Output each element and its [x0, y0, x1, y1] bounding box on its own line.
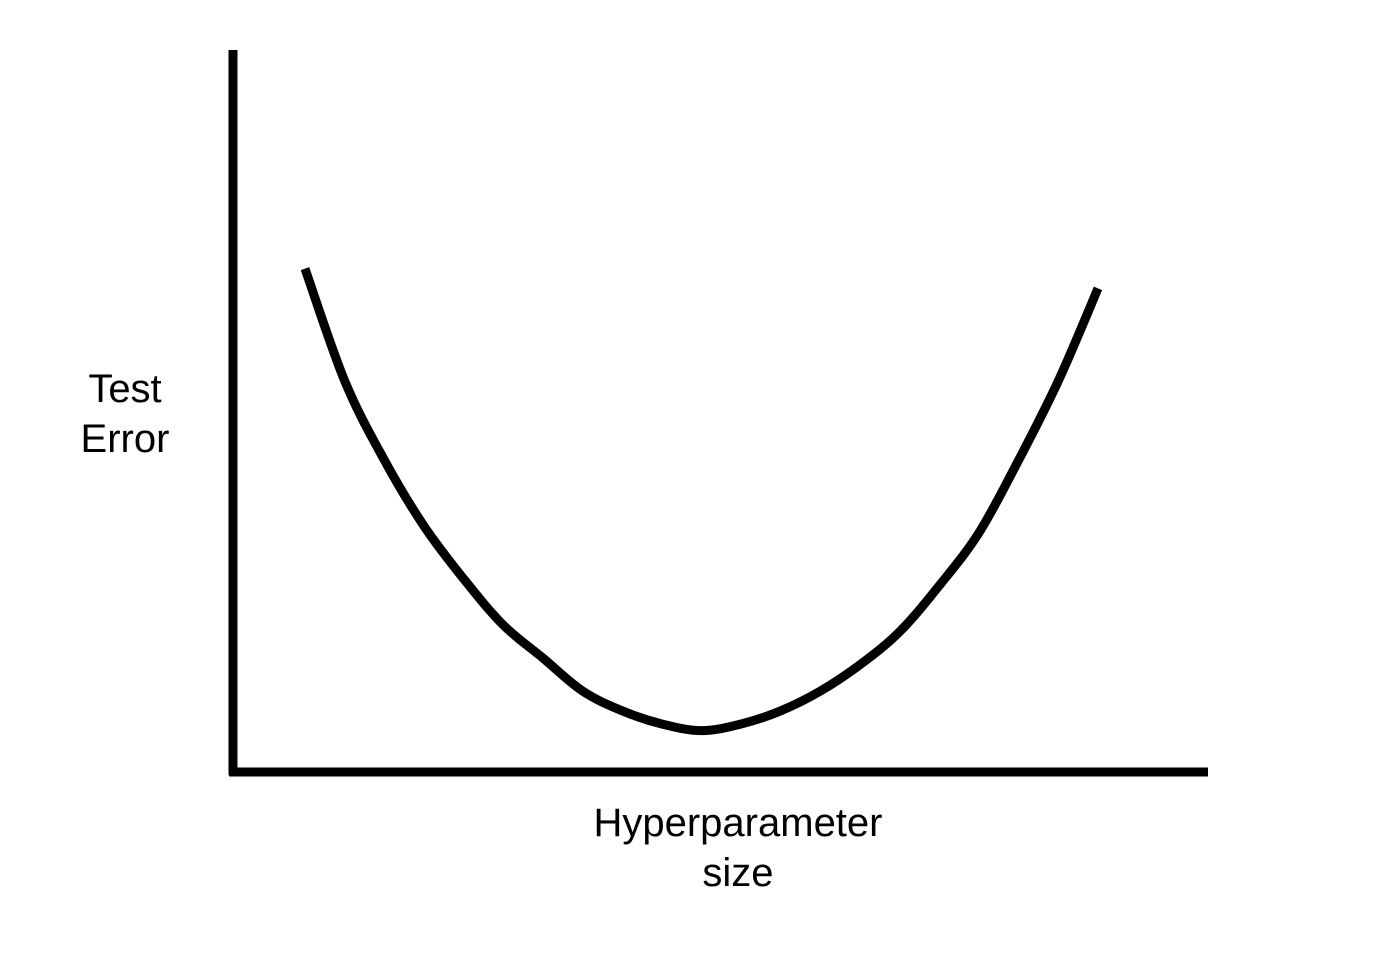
x-axis-title: Hyperparameter size [538, 798, 938, 898]
y-axis-title-line-2: Error [80, 417, 170, 461]
x-axis-title-line-2: size [702, 851, 774, 895]
y-axis-title-line-1: Test [88, 367, 162, 411]
x-axis-title-line-1: Hyperparameter [593, 801, 883, 845]
series-group [300, 267, 1103, 736]
test-error-curve [300, 267, 1103, 736]
y-axis-title: Test Error [60, 364, 190, 464]
